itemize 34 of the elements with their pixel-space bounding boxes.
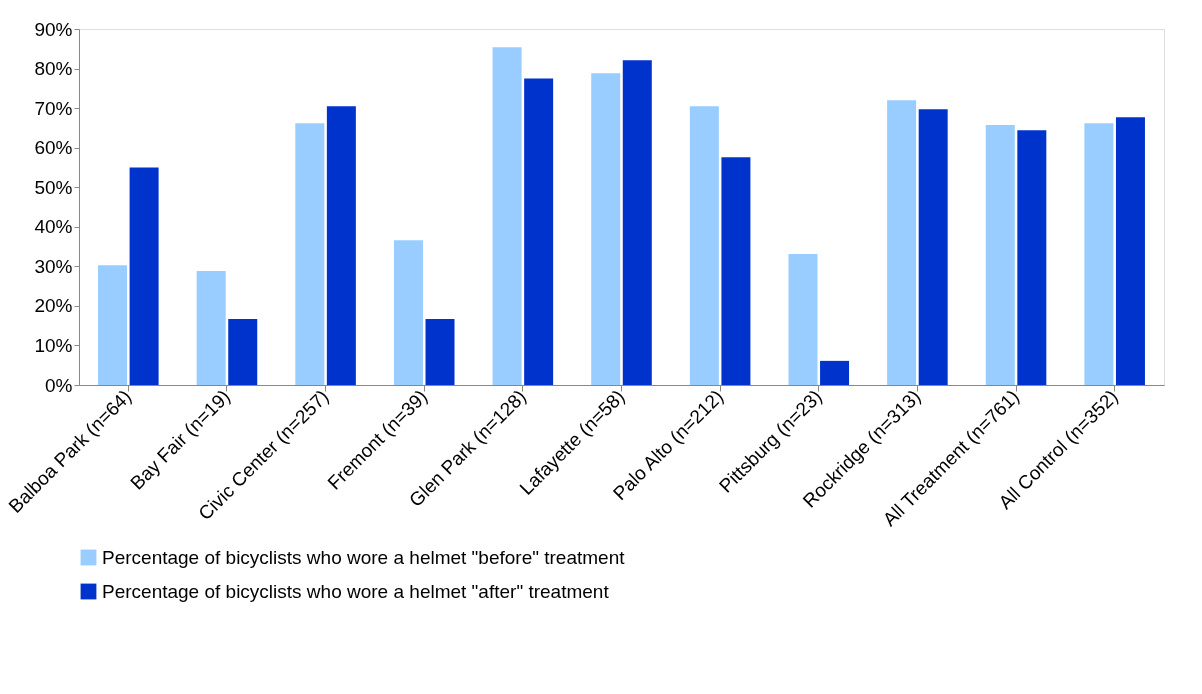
bar: [228, 318, 258, 385]
bar: [196, 271, 226, 385]
bar: [721, 157, 751, 385]
bar: [820, 360, 850, 385]
bar: [524, 78, 554, 385]
y-tick-label: 60%: [34, 137, 73, 159]
bar: [1017, 130, 1047, 385]
bar: [985, 125, 1015, 385]
bar: [326, 106, 356, 385]
y-tick-label: 10%: [34, 334, 73, 356]
bar: [591, 73, 621, 385]
bar: [425, 318, 455, 385]
bar: [689, 106, 719, 385]
bar: [492, 47, 522, 385]
bar: [129, 167, 159, 385]
bar: [295, 123, 325, 385]
bar: [1084, 123, 1114, 385]
bar: [788, 254, 818, 385]
legend-label: Percentage of bicyclists who wore a helmet "before" treatment: [102, 546, 626, 568]
legend-label: Percentage of bicyclists who wore a helmet "after" treatment: [102, 580, 610, 602]
y-tick-label: 40%: [34, 216, 73, 238]
bar: [98, 265, 128, 385]
y-tick-label: 50%: [34, 176, 73, 198]
y-tick-label: 90%: [34, 18, 73, 40]
bar: [918, 109, 948, 385]
y-tick-label: 70%: [34, 97, 73, 119]
bar: [622, 60, 652, 385]
bar: [1115, 117, 1145, 385]
y-tick-label: 0%: [45, 374, 73, 396]
bar: [393, 240, 423, 385]
bar: [887, 100, 917, 385]
y-tick-label: 20%: [34, 295, 73, 317]
y-tick-label: 30%: [34, 255, 73, 277]
y-tick-label: 80%: [34, 58, 73, 80]
